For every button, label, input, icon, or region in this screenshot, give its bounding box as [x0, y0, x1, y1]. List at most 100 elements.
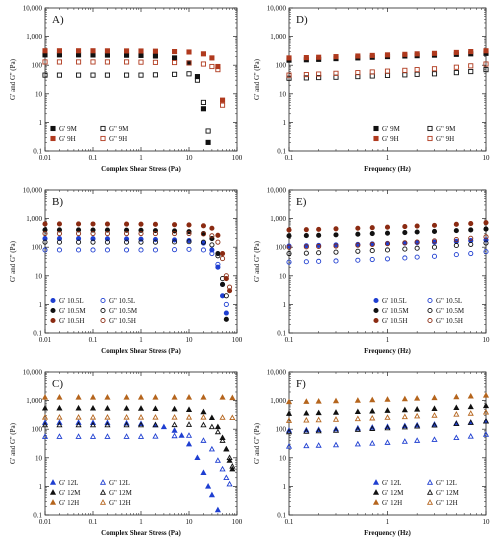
- data-point: [354, 415, 361, 422]
- data-point: [482, 392, 490, 398]
- data-point: [468, 241, 474, 247]
- data-point: [315, 427, 322, 434]
- y-tick-label: 10: [35, 90, 43, 98]
- data-point: [152, 221, 158, 227]
- series-5: [286, 220, 489, 233]
- data-point: [384, 247, 391, 253]
- data-point: [152, 405, 159, 411]
- y-tick-label: 100: [276, 244, 287, 252]
- data-point: [123, 421, 130, 428]
- series-2: [42, 71, 211, 134]
- legend-marker: [99, 479, 107, 485]
- data-point: [56, 413, 63, 420]
- data-point: [90, 236, 96, 242]
- data-point: [316, 243, 322, 250]
- data-point: [468, 250, 474, 257]
- series-4: [41, 421, 236, 469]
- data-point: [402, 51, 408, 57]
- panel-label: B): [52, 196, 63, 208]
- data-point: [303, 428, 310, 434]
- data-point: [355, 231, 361, 237]
- data-point: [453, 420, 460, 426]
- legend-marker: [49, 489, 57, 495]
- data-point: [42, 59, 48, 65]
- data-point: [124, 247, 130, 253]
- data-point: [200, 99, 206, 105]
- data-point: [56, 72, 62, 78]
- data-point: [138, 52, 144, 58]
- data-point: [200, 408, 207, 415]
- data-point: [205, 483, 212, 489]
- data-point: [332, 416, 340, 422]
- y-tick-label: 1,000: [26, 215, 42, 223]
- data-point: [209, 242, 215, 248]
- y-tick-label: 100: [276, 62, 287, 70]
- legend-marker: [50, 297, 56, 304]
- legend-label: G" 12M: [436, 489, 460, 497]
- data-point: [227, 284, 233, 290]
- legend-marker: [373, 125, 379, 132]
- series-6: [41, 413, 236, 421]
- data-point: [333, 243, 339, 249]
- data-point: [355, 70, 361, 76]
- data-point: [42, 52, 48, 58]
- data-point: [223, 301, 229, 307]
- data-point: [104, 59, 110, 65]
- legend-marker: [49, 479, 57, 485]
- data-point: [453, 404, 460, 411]
- x-tick-label: 0.1: [89, 154, 98, 162]
- data-point: [75, 421, 82, 428]
- data-point: [137, 413, 145, 420]
- data-point: [41, 404, 49, 411]
- data-point: [42, 247, 48, 253]
- data-point: [104, 247, 110, 253]
- data-point: [41, 393, 49, 400]
- legend-marker: [426, 479, 434, 485]
- data-point: [76, 48, 82, 54]
- y-tick-label: 100: [32, 244, 43, 252]
- data-point: [172, 231, 178, 237]
- x-tick-label: 10: [483, 336, 491, 344]
- data-point: [200, 413, 207, 420]
- data-point: [124, 59, 130, 65]
- x-tick-label: 1: [139, 154, 143, 162]
- data-point: [453, 49, 459, 55]
- series-5: [42, 221, 233, 294]
- data-point: [315, 409, 322, 416]
- data-point: [56, 231, 62, 237]
- data-point: [414, 229, 420, 235]
- legend-label: G' 9H: [59, 135, 76, 143]
- data-point: [200, 106, 206, 112]
- series-2: [286, 67, 489, 81]
- data-point: [104, 239, 110, 245]
- x-axis-label: Frequency (Hz): [364, 347, 411, 355]
- legend-marker: [100, 135, 106, 142]
- data-point: [215, 63, 221, 70]
- data-point: [209, 247, 215, 253]
- data-point: [42, 231, 48, 237]
- data-point: [483, 61, 489, 67]
- data-point: [90, 227, 96, 233]
- data-point: [220, 250, 226, 257]
- data-point: [56, 48, 62, 54]
- data-point: [76, 231, 82, 237]
- data-point: [186, 71, 192, 77]
- y-axis-label: G' and G'' (Pa): [9, 422, 17, 464]
- data-point: [453, 228, 459, 234]
- data-point: [42, 72, 48, 78]
- y-tick-label: 10: [279, 454, 287, 462]
- x-axis-label: Complex Shear Stress (Pa): [101, 165, 181, 173]
- series-6: [42, 231, 233, 290]
- legend: G' 12L G" 12L G' 12M G" 12M G' 12H G" 12H: [49, 479, 133, 507]
- y-tick-label: 1: [39, 119, 43, 127]
- series-4: [286, 61, 489, 78]
- data-point: [286, 227, 292, 233]
- data-point: [219, 414, 226, 420]
- data-point: [56, 404, 63, 411]
- data-point: [369, 256, 375, 263]
- x-tick-label: 10: [186, 518, 194, 526]
- y-tick-label: 10: [35, 454, 43, 462]
- data-point: [56, 393, 63, 400]
- x-tick-label: 10: [186, 336, 194, 344]
- y-tick-label: 10,000: [23, 187, 43, 195]
